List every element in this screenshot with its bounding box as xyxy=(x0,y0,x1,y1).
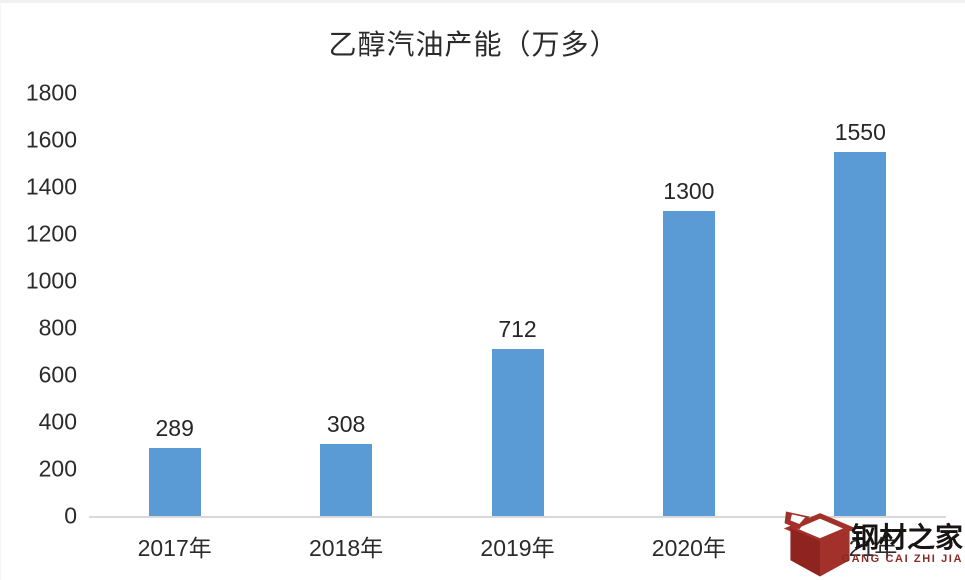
y-axis-tick-label: 0 xyxy=(64,502,77,529)
bar xyxy=(320,443,373,516)
y-axis-tick-label: 600 xyxy=(38,361,77,388)
watermark-subtitle: GANG CAI ZHI JIA xyxy=(841,553,963,566)
red-cube-box-icon xyxy=(784,511,857,577)
bar xyxy=(662,210,715,516)
chart-title: 乙醇汽油产能（万多） xyxy=(328,29,619,60)
bar xyxy=(491,348,544,516)
bar-value-label: 308 xyxy=(326,410,366,437)
y-axis-tick-label: 400 xyxy=(38,408,77,435)
y-axis-tick-label: 1800 xyxy=(25,79,77,106)
bar-value-label: 289 xyxy=(155,415,194,442)
bar xyxy=(148,448,201,516)
watermark-logo: 钢材之家 GANG CAI ZHI JIA xyxy=(783,510,963,578)
y-axis-tick-label: 200 xyxy=(38,455,77,482)
y-axis: 0 200 400 600 800 1000 1200 1400 1600 1800 xyxy=(1,3,77,580)
y-axis-tick-label: 800 xyxy=(38,314,77,341)
y-axis-tick-label: 1600 xyxy=(25,126,77,153)
x-axis-tick-label: 2018年 xyxy=(309,535,384,561)
x-axis-line xyxy=(89,516,946,518)
y-axis-tick-label: 1200 xyxy=(25,220,77,247)
y-axis-tick-label: 1400 xyxy=(25,173,77,200)
watermark-text: 钢材之家 GANG CAI ZHI JIA xyxy=(841,521,963,566)
x-axis-tick-label: 2020年 xyxy=(651,535,726,561)
watermark-title: 钢材之家 xyxy=(850,521,963,553)
x-axis-tick-label: 2017年 xyxy=(137,535,212,561)
bar-value-label: 1300 xyxy=(663,177,715,204)
bar-value-label: 1550 xyxy=(834,118,886,145)
y-axis-tick-label: 1000 xyxy=(25,267,77,294)
x-axis-tick-label: 2019年 xyxy=(480,535,555,561)
bar xyxy=(834,151,887,516)
bar-value-label: 712 xyxy=(498,315,537,342)
